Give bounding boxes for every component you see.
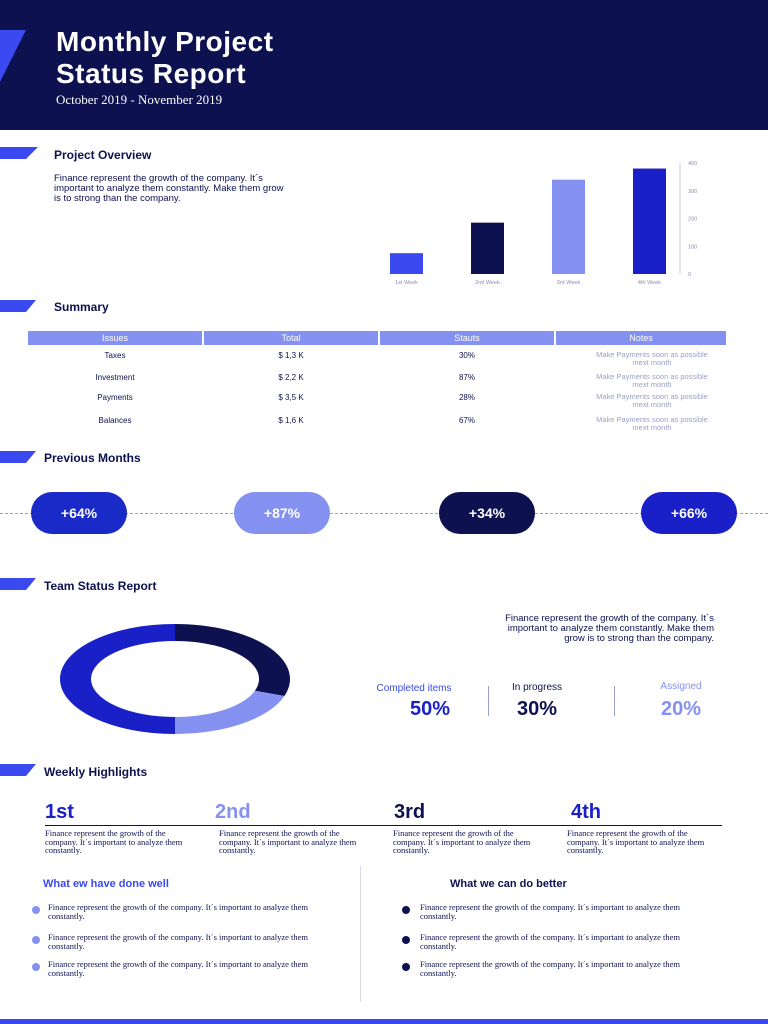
- completed-label: Completed items: [376, 683, 452, 694]
- chart-y-tick: 400: [688, 161, 697, 167]
- overview-title: Project Overview: [54, 148, 152, 162]
- cell-note: Make Payments soon as possible mext mont…: [596, 350, 708, 367]
- done-well-title: What ew have done well: [43, 878, 169, 890]
- section-marker-bar: [0, 764, 26, 776]
- highlight-text-3: Finance represent the growth of the comp…: [393, 828, 531, 855]
- chart-y-tick: 200: [688, 217, 697, 223]
- cell-note: Make Payments soon as possible mext mont…: [596, 372, 708, 389]
- stat-divider: [614, 686, 615, 716]
- progress-value: 30%: [516, 698, 558, 720]
- previous-months-title: Previous Months: [44, 451, 141, 465]
- section-marker-tip: [26, 300, 36, 312]
- cell-status: 30%: [458, 351, 475, 360]
- donut-slice-in-progress: [175, 624, 290, 696]
- chart-x-tick: 4th Week: [638, 280, 661, 286]
- chart-bar-1: [390, 253, 423, 274]
- cell-note: Make Payments soon as possible mext mont…: [596, 392, 708, 409]
- timeline-dashed-line: [0, 513, 768, 514]
- highlight-text-2: Finance represent the growth of the comp…: [219, 828, 357, 855]
- do-better-item: Finance represent the growth of the comp…: [420, 902, 681, 921]
- cell-status: 28%: [458, 393, 475, 402]
- table-header-status: Stauts: [380, 331, 554, 345]
- highlight-ordinal-4: 4th: [571, 801, 601, 823]
- team-status-title: Team Status Report: [44, 579, 157, 593]
- assigned-label: Assigned: [660, 681, 702, 692]
- cell-issue: Payments: [97, 393, 133, 402]
- highlight-text-4: Finance represent the growth of the comp…: [567, 828, 705, 855]
- done-well-item: Finance represent the growth of the comp…: [48, 902, 309, 921]
- highlight-text-1: Finance represent the growth of the comp…: [45, 828, 183, 855]
- summary-title: Summary: [54, 300, 109, 314]
- do-better-item: Finance represent the growth of the comp…: [420, 959, 681, 978]
- section-marker-tip: [26, 451, 36, 463]
- chart-bar-3: [552, 179, 585, 274]
- done-well-item: Finance represent the growth of the comp…: [48, 959, 309, 978]
- table-header-notes: Notes: [556, 331, 726, 345]
- page-subtitle: October 2019 - November 2019: [56, 92, 223, 107]
- section-marker-tip: [26, 147, 36, 159]
- chart-bar-4: [633, 168, 666, 274]
- month-badge-2: +87%: [234, 492, 330, 534]
- bullet-dot: [32, 936, 40, 944]
- chart-x-tick: 1st Week: [395, 280, 418, 286]
- cell-status: 87%: [458, 373, 475, 382]
- progress-label: In progress: [511, 682, 563, 693]
- completed-value: 50%: [409, 698, 451, 720]
- highlight-divider: [45, 825, 722, 826]
- highlight-ordinal-3: 3rd: [394, 801, 426, 823]
- do-better-item: Finance represent the growth of the comp…: [420, 932, 681, 951]
- bullet-dot: [32, 906, 40, 914]
- do-better-title: What we can do better: [450, 878, 567, 890]
- bullet-dot: [402, 906, 410, 914]
- cell-total: $ 3,5 K: [278, 393, 304, 402]
- bullet-dot: [32, 963, 40, 971]
- cell-total: $ 1,6 K: [278, 416, 304, 425]
- header-accent-shape: [0, 30, 26, 82]
- chart-y-tick: 0: [688, 272, 691, 278]
- month-badge-1: +64%: [31, 492, 127, 534]
- section-marker-bar: [0, 300, 26, 312]
- section-marker-tip: [26, 764, 36, 776]
- overview-text: Finance represent the growth of the comp…: [54, 173, 284, 204]
- cell-status: 67%: [458, 416, 475, 425]
- bullet-dot: [402, 936, 410, 944]
- footer-bar: [0, 1019, 768, 1024]
- section-marker-bar: [0, 451, 26, 463]
- stat-divider: [488, 686, 489, 716]
- column-divider: [360, 866, 361, 1002]
- donut-slice-assigned: [175, 690, 285, 734]
- weekly-highlights-title: Weekly Highlights: [44, 765, 148, 779]
- team-donut-chart: [60, 624, 290, 734]
- chart-bar-2: [471, 222, 504, 274]
- section-marker-bar: [0, 147, 26, 159]
- overview-bar-chart: 0 100 200 300 400 1st Week 2nd Week 3rd Week 4t…: [390, 161, 697, 286]
- chart-y-tick: 100: [688, 244, 697, 250]
- page-title-line2: Status Report: [56, 58, 247, 89]
- cell-total: $ 2,2 K: [278, 373, 304, 382]
- bullet-dot: [402, 963, 410, 971]
- table-header-total: Total: [204, 331, 378, 345]
- header-banner: [0, 0, 768, 130]
- page-title: Monthly Project Status Report: [56, 26, 516, 90]
- assigned-value: 20%: [660, 698, 702, 720]
- highlight-ordinal-1: 1st: [45, 801, 74, 823]
- cell-issue: Taxes: [104, 351, 126, 360]
- cell-note: Make Payments soon as possible mext mont…: [596, 415, 708, 432]
- page-title-line1: Monthly Project: [56, 26, 274, 57]
- month-badge-4: +66%: [641, 492, 737, 534]
- section-marker-bar: [0, 578, 26, 590]
- cell-issue: Balances: [98, 416, 132, 425]
- highlight-ordinal-2: 2nd: [215, 801, 251, 823]
- donut-slice-completed-items: [60, 624, 175, 734]
- cell-total: $ 1,3 K: [278, 351, 304, 360]
- chart-x-tick: 2nd Week: [475, 280, 500, 286]
- done-well-item: Finance represent the growth of the comp…: [48, 932, 309, 951]
- month-badge-3: +34%: [439, 492, 535, 534]
- section-marker-tip: [26, 578, 36, 590]
- team-text: Finance represent the growth of the comp…: [505, 613, 714, 644]
- chart-x-tick: 3rd Week: [557, 280, 581, 286]
- chart-y-tick: 300: [688, 189, 697, 195]
- table-header-issues: Issues: [28, 331, 202, 345]
- cell-issue: Investment: [95, 373, 135, 382]
